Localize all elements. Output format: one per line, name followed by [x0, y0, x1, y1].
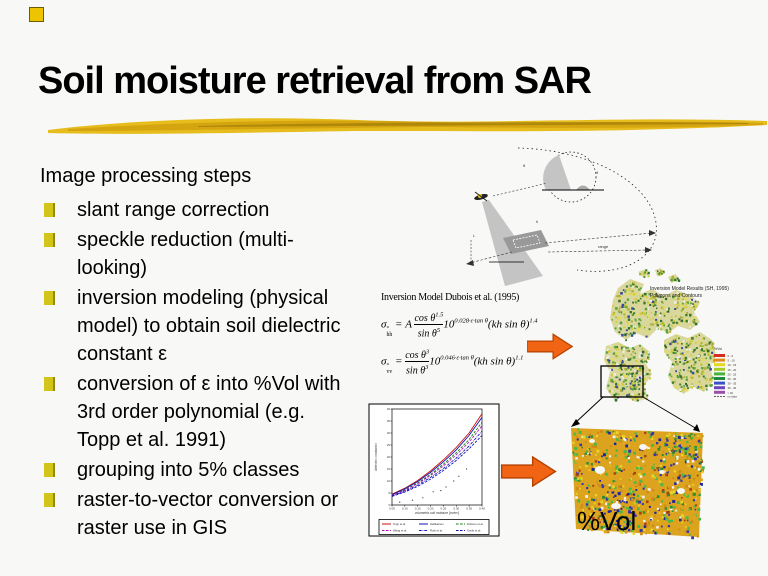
map-title: Inversion Model Results (SH, 1995)	[650, 286, 729, 292]
svg-text:Dobson et al.: Dobson et al.	[467, 522, 484, 526]
bullet-list: slant range correction speckle reduction…	[40, 196, 374, 542]
svg-text:0.25: 0.25	[441, 507, 447, 511]
svg-text:volumetric soil moisture [m³/m: volumetric soil moisture [m³/m³]	[415, 511, 459, 515]
svg-text:0.15: 0.15	[415, 507, 421, 511]
svg-text:10: 10	[387, 479, 391, 483]
sar-geometry-diagram: θ θ h range L	[466, 147, 657, 286]
svg-text:15: 15	[387, 467, 391, 471]
svg-text:Wang et al.: Wang et al.	[393, 529, 407, 533]
svg-text:35 - 40: 35 - 40	[728, 386, 737, 390]
title-underline-swoosh	[48, 118, 767, 134]
corner-accent-square	[29, 7, 44, 22]
svg-text:Topp et al.: Topp et al.	[393, 522, 406, 526]
dielectric-chart: 0.05 0.10 0.15 0.20 0.25 0.30 0.35 0.40 0 5 10 15 20…	[368, 403, 500, 537]
bullet-square-icon	[44, 463, 55, 477]
svg-text:35: 35	[387, 419, 391, 423]
svg-text:Roth et al.: Roth et al.	[430, 529, 443, 533]
process-steps-block: Image processing steps slant range corre…	[40, 162, 374, 544]
list-item: conversion of ε into %Vol with 3rd order…	[40, 370, 374, 454]
list-item: grouping into 5% classes	[40, 456, 374, 484]
svg-text:0: 0	[388, 503, 390, 507]
equation-block: Inversion Model Dubois et al. (1995) σ ° h…	[381, 292, 566, 376]
svg-text:5 - 10: 5 - 10	[728, 359, 736, 363]
length-annotation: L	[473, 233, 476, 238]
svg-text:0.20: 0.20	[428, 507, 434, 511]
list-item: speckle reduction (multi- looking)	[40, 226, 374, 282]
svg-text:0.35: 0.35	[466, 507, 472, 511]
svg-text:10 - 15: 10 - 15	[728, 363, 737, 367]
bullet-square-icon	[44, 203, 55, 217]
list-item: raster-to-vector conversion or raster us…	[40, 486, 374, 542]
angle-annotation: θ	[523, 163, 526, 168]
svg-text:0.10: 0.10	[402, 507, 408, 511]
svg-text:5: 5	[388, 491, 390, 495]
bullet-square-icon	[44, 233, 55, 247]
svg-text:15 - 20: 15 - 20	[728, 368, 737, 372]
equation-heading: Inversion Model Dubois et al. (1995)	[381, 292, 520, 303]
range-annotation: range	[598, 244, 609, 249]
bullet-square-icon	[44, 493, 55, 507]
svg-text:Smith et al.: Smith et al.	[467, 529, 481, 533]
svg-text:0.05: 0.05	[389, 507, 395, 511]
svg-text:40: 40	[387, 407, 391, 411]
svg-text:no data: no data	[728, 394, 738, 398]
svg-text:0.30: 0.30	[453, 507, 459, 511]
angle-annotation: θ	[596, 170, 599, 175]
height-annotation: h	[536, 219, 538, 224]
classification-map: Inversion Model Results (SH, 1995) Polyg…	[604, 268, 737, 403]
moisture-raster	[571, 428, 705, 540]
flow-arrow-right-icon	[500, 456, 557, 487]
svg-text:dielectric constant ε: dielectric constant ε	[374, 443, 378, 471]
aircraft-icon	[474, 191, 488, 202]
svg-text:30: 30	[387, 431, 391, 435]
svg-text:20 - 25: 20 - 25	[728, 372, 737, 376]
flow-arrow-right-icon	[527, 333, 573, 360]
list-item: slant range correction	[40, 196, 374, 224]
equation-hh: σ ° hh = A cos θ1.5 sin θ5 100.028·ε·tan θ(k…	[381, 312, 538, 340]
bullet-square-icon	[44, 291, 55, 305]
list-header: Image processing steps	[40, 165, 252, 187]
page-title: Soil moisture retrieval from SAR	[38, 60, 592, 102]
svg-text:25: 25	[387, 443, 391, 447]
svg-text:0.40: 0.40	[479, 507, 485, 511]
svg-text:> 40: > 40	[728, 391, 734, 395]
svg-text:25 - 30: 25 - 30	[728, 377, 737, 381]
svg-text:0 - 5: 0 - 5	[728, 354, 734, 358]
svg-text:20: 20	[387, 455, 391, 459]
bullet-square-icon	[44, 377, 55, 391]
equation-vv: σ ° vv = cos θ3 sin θ3 100.046·ε·tan θ(kh si…	[381, 348, 524, 377]
svg-text:30 - 35: 30 - 35	[728, 382, 737, 386]
svg-text:%Vol: %Vol	[714, 347, 722, 351]
list-item: inversion modeling (physical model) to o…	[40, 284, 374, 368]
vol-label: %Vol	[577, 506, 637, 536]
map-subtitle: Polygons and Contours	[650, 293, 702, 299]
svg-text:Hallikainen: Hallikainen	[430, 522, 444, 526]
